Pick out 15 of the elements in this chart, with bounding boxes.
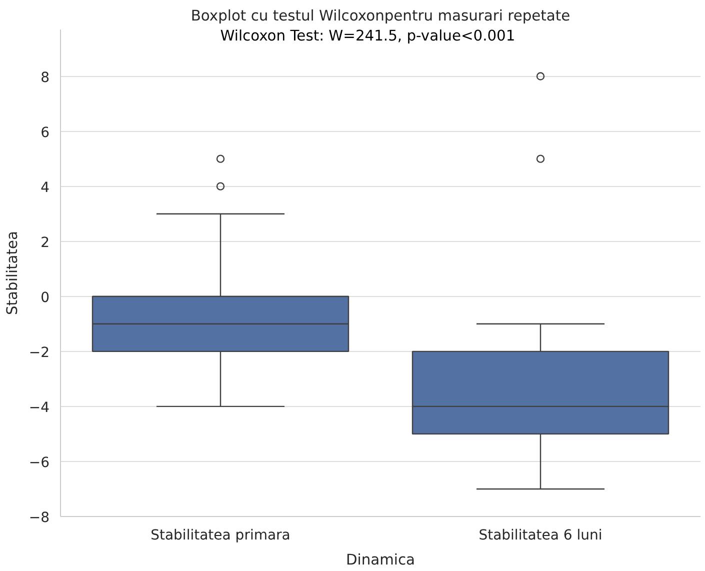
y-tick-label: 2 bbox=[40, 234, 50, 251]
y-tick-label: −6 bbox=[28, 454, 50, 471]
y-tick-label: 4 bbox=[40, 180, 50, 196]
x-tick-label: Stabilitatea primara bbox=[150, 528, 290, 544]
y-tick-label: 6 bbox=[40, 124, 50, 141]
y-tick-label: −4 bbox=[28, 400, 50, 416]
y-axis-title: Stabilitatea bbox=[4, 230, 21, 316]
y-tick-label: −8 bbox=[28, 510, 50, 526]
x-tick-label: Stabilitatea 6 luni bbox=[478, 528, 602, 544]
y-tick-label: −2 bbox=[28, 344, 50, 361]
y-tick-label: 8 bbox=[40, 70, 50, 86]
chart-title: Boxplot cu testul Wilcoxonpentru masurari repetate bbox=[190, 8, 570, 24]
annotation: Wilcoxon Test: W=241.5, p-value<0.001 bbox=[220, 28, 516, 45]
y-tick-label: 0 bbox=[40, 290, 50, 306]
x-axis-title: Dinamica bbox=[346, 552, 416, 568]
